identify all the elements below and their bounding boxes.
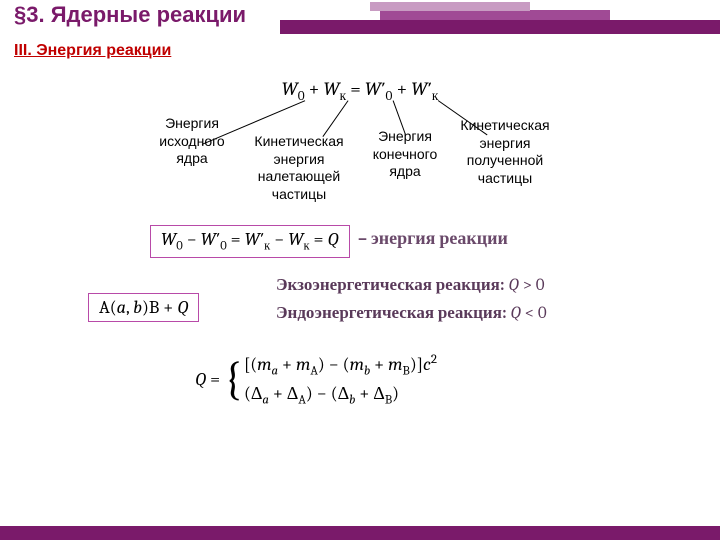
header-bar: §3. Ядерные реакции 20 xyxy=(0,0,720,36)
callout-product-kinetic: Кинетическаяэнергияполученнойчастицы xyxy=(450,117,560,187)
header-decoration xyxy=(280,0,720,36)
q-definition-label: – энергия реакции xyxy=(358,228,508,249)
q-formula: Q = { [(ma + mA) − (mb + mB)]c2 (Δa + ΔA… xyxy=(195,352,437,407)
callout-final-nucleus: Энергияконечногоядра xyxy=(360,128,450,181)
left-brace-icon: { xyxy=(224,359,242,400)
reaction-notation: A(a, b)B + Q xyxy=(88,293,199,322)
endoenergetic-label: Эндоэнергетическая реакция: Q < 0 xyxy=(276,303,547,323)
exoenergetic-label: Экзоэнергетическая реакция: Q > 0 xyxy=(276,275,545,295)
footer-bar xyxy=(0,526,720,540)
callout-line xyxy=(322,100,348,137)
callout-incident-kinetic: Кинетическаяэнергияналетающейчастицы xyxy=(244,133,354,203)
callout-initial-nucleus: Энергияисходногоядра xyxy=(152,115,232,168)
q-definition-equation: W0 − W′0 = W′к − Wк = Q xyxy=(150,225,350,258)
section-title: §3. Ядерные реакции xyxy=(14,2,246,28)
subsection-title: III. Энергия реакции xyxy=(14,42,171,60)
page-number: 20 xyxy=(687,6,704,23)
